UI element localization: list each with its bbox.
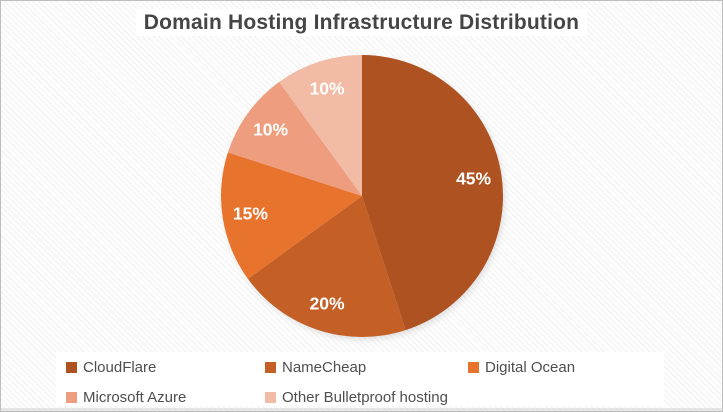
legend-swatch-icon <box>265 362 276 373</box>
pie-slice-namecheap <box>247 196 406 338</box>
legend-swatch-icon <box>468 362 479 373</box>
legend-label: Microsoft Azure <box>83 389 187 406</box>
legend-label: CloudFlare <box>83 359 157 376</box>
slice-label-microsoft-azure: 10% <box>253 120 288 140</box>
slice-label-other-bulletproof-hosting: 10% <box>310 79 345 99</box>
chart-title: Domain Hosting Infrastructure Distributi… <box>1 9 722 36</box>
pie-slice-microsoft-azure <box>227 81 362 196</box>
legend-item-cloudflare: CloudFlare <box>66 359 156 376</box>
legend: CloudFlare NameCheap Digital Ocean Microsof… <box>56 352 664 406</box>
legend-label: NameCheap <box>282 359 367 376</box>
legend-swatch-icon <box>265 392 276 403</box>
pie-chart: 45% 20% 15% 10% 10% <box>220 55 504 338</box>
legend-swatch-icon <box>66 362 77 373</box>
legend-item-microsoft-azure: Microsoft Azure <box>66 389 186 406</box>
slice-label-digital-ocean: 15% <box>233 204 268 224</box>
pie-slice-other-bulletproof-hosting <box>279 55 362 196</box>
slice-label-namecheap: 20% <box>310 294 345 314</box>
pie-slice-cloudflare <box>362 55 504 331</box>
legend-label: Other Bulletproof hosting <box>282 389 448 406</box>
legend-item-digital-ocean: Digital Ocean <box>468 359 575 376</box>
legend-label: Digital Ocean <box>485 359 576 376</box>
legend-swatch-icon <box>66 392 77 403</box>
pie-svg: 45% 20% 15% 10% 10% <box>220 55 504 338</box>
slice-label-cloudflare: 45% <box>456 168 491 188</box>
legend-item-other-bulletproof-hosting: Other Bulletproof hosting <box>265 389 448 406</box>
pie-slice-digital-ocean <box>220 152 362 279</box>
legend-item-namecheap: NameCheap <box>265 359 366 376</box>
chart-title-text: Domain Hosting Infrastructure Distributi… <box>135 9 588 36</box>
